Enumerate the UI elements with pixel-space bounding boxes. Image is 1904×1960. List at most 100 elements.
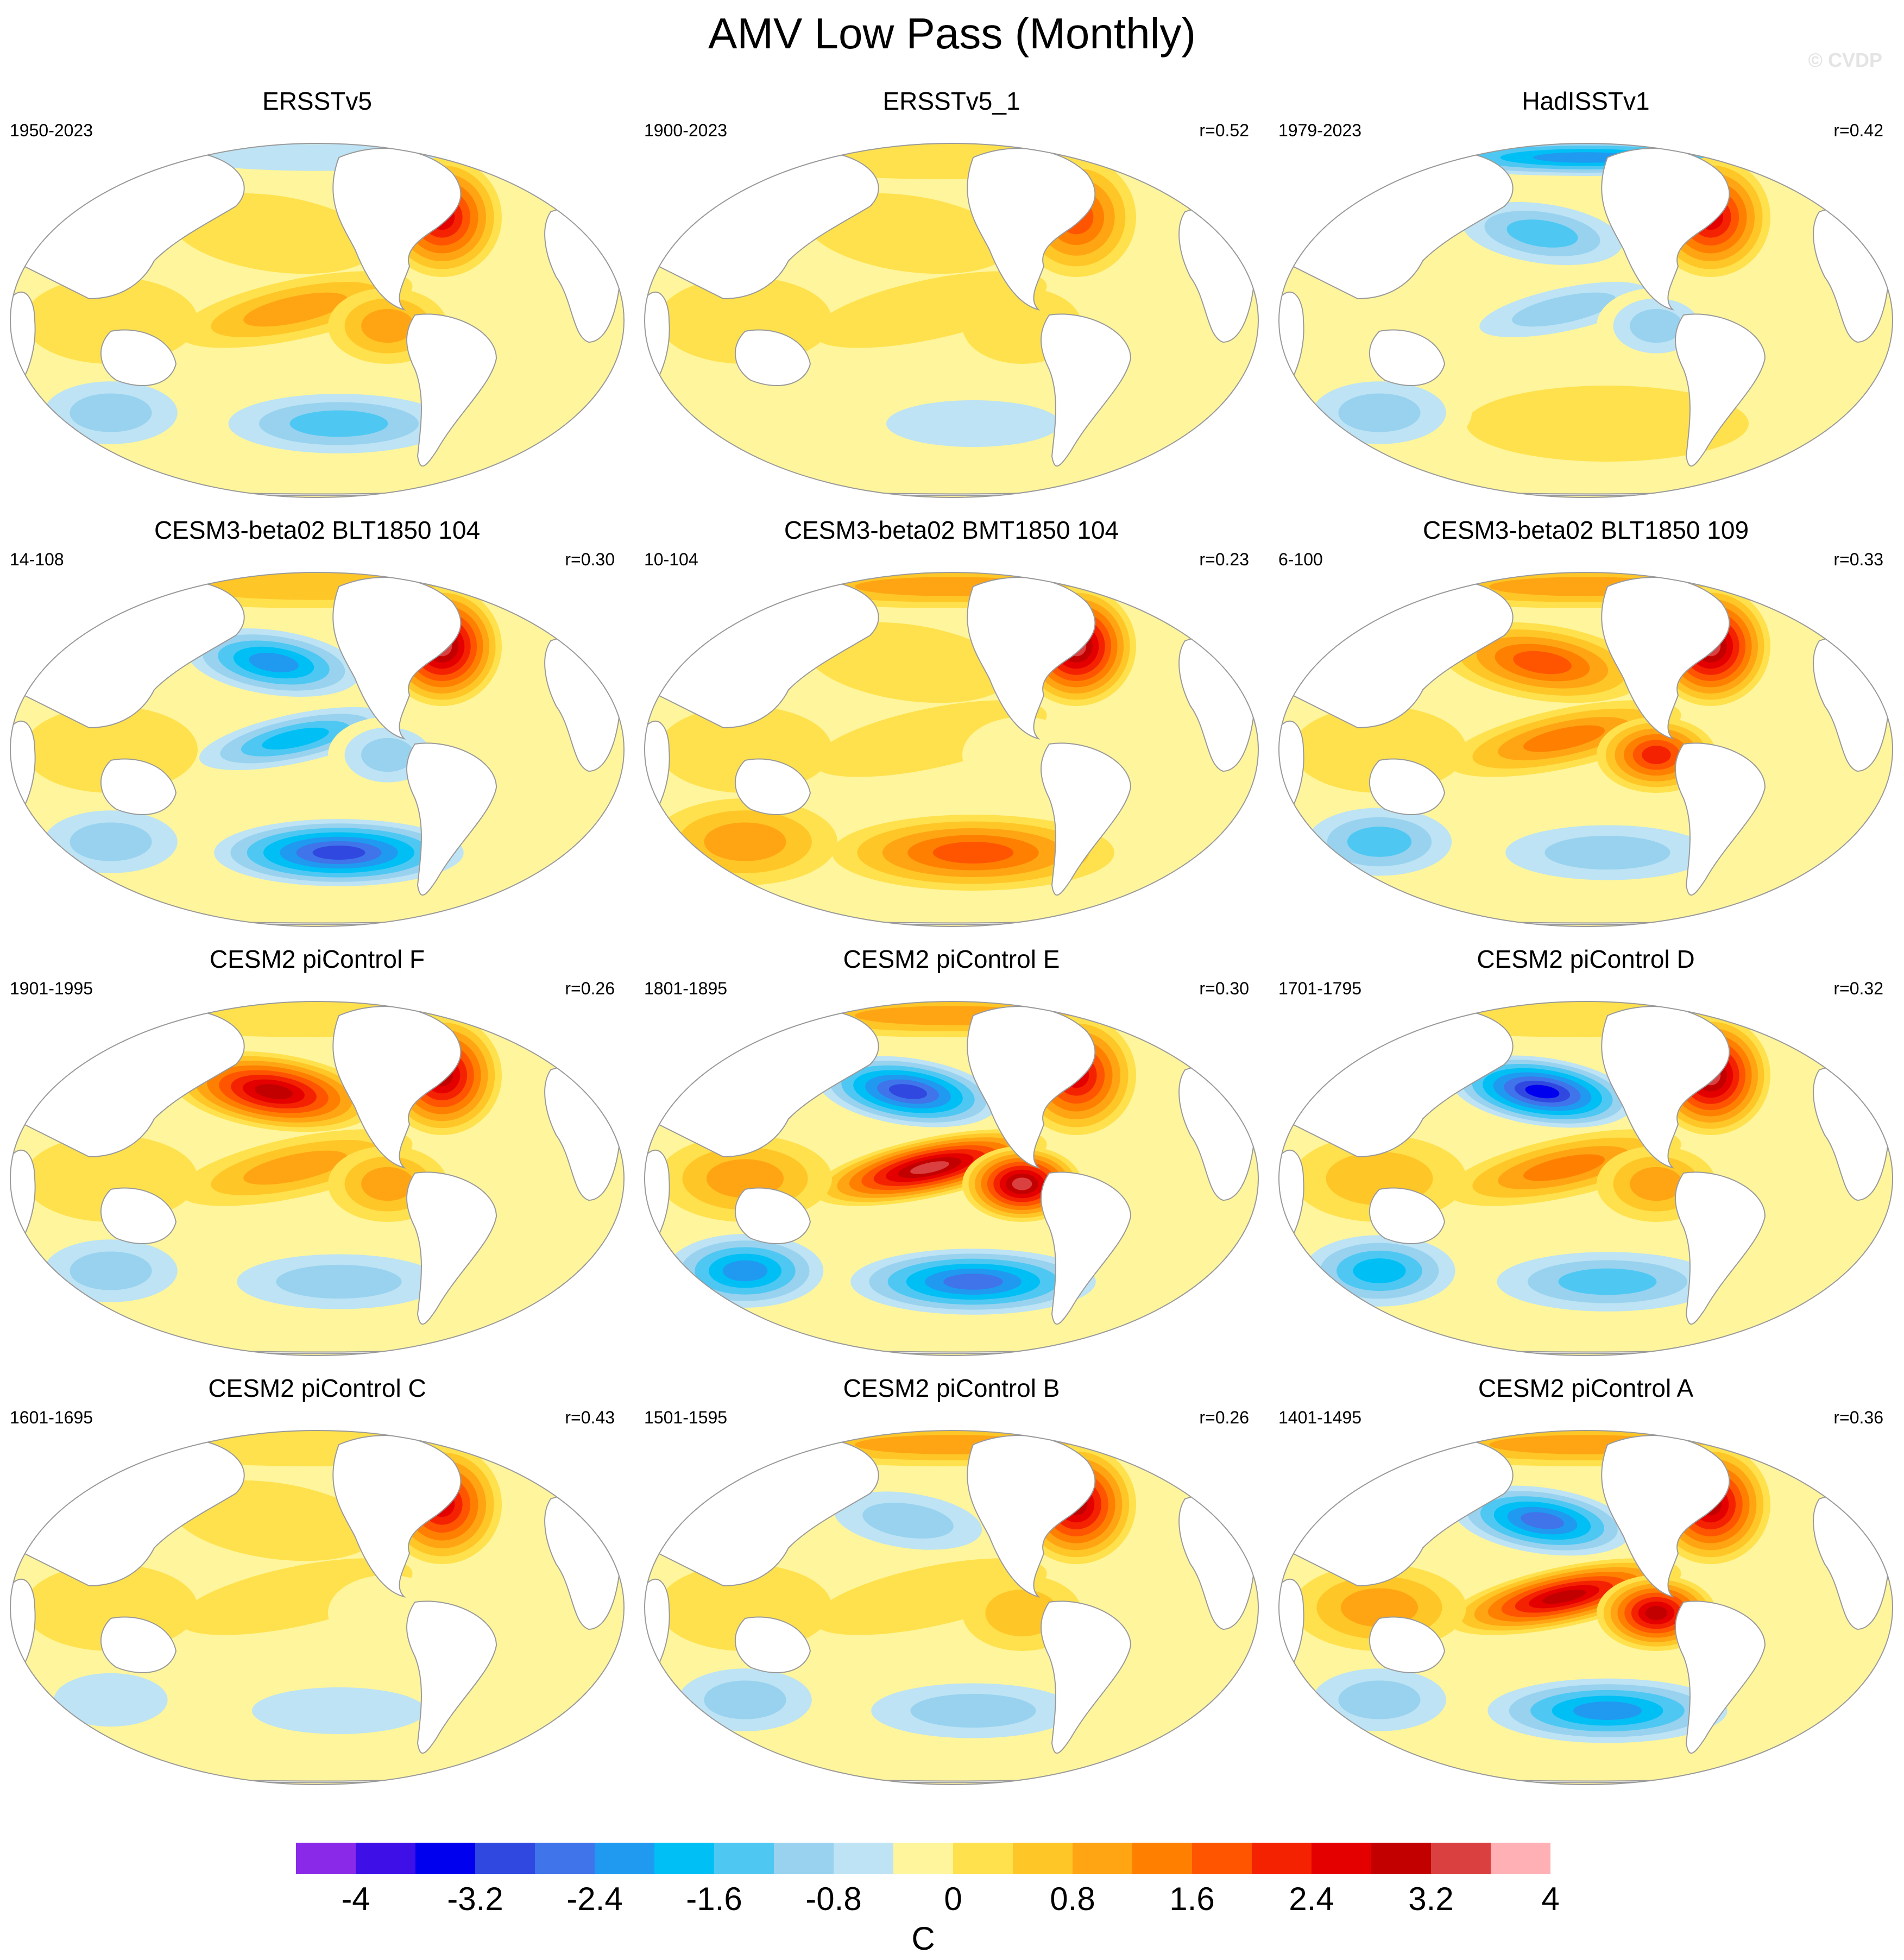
map-border — [644, 1430, 1259, 1785]
sst-anomaly-map — [644, 1430, 1259, 1785]
sst-anomaly-map — [10, 1001, 625, 1356]
colorbar-tick-label: -1.6 — [686, 1881, 742, 1917]
land-mask — [1675, 742, 1766, 896]
land-mask — [1041, 313, 1132, 467]
panel-correlation: r=0.33 — [1833, 550, 1883, 569]
anomaly-contour-tpac — [1523, 1154, 1605, 1181]
map-border — [1278, 1001, 1893, 1356]
anomaly-contour-sio — [722, 1260, 768, 1282]
panel-title: CESM2 piControl C — [208, 1374, 426, 1402]
panel-correlation: r=0.43 — [565, 1408, 615, 1427]
panel-period: 10-104 — [644, 550, 698, 569]
figure-title: AMV Low Pass (Monthly) — [708, 9, 1196, 58]
panel-period: 1900-2023 — [644, 121, 728, 140]
anomaly-contour-npac — [249, 653, 299, 672]
colorbar-swatch — [1132, 1843, 1192, 1874]
land-mask — [1675, 1171, 1766, 1325]
map-panel: CESM2 piControl A 1401-1495 r=0.36 — [1269, 1374, 1903, 1803]
land-mask — [100, 329, 177, 386]
map-panel: ERSSTv5_1 1900-2023 r=0.52 — [634, 87, 1269, 516]
colorbar-swatch — [654, 1843, 714, 1874]
sst-anomaly-map — [644, 572, 1259, 927]
anomaly-contour-epac — [1012, 1177, 1032, 1190]
panel-correlation: r=0.36 — [1833, 1408, 1883, 1427]
land-mask — [1601, 1006, 1730, 1169]
land-mask — [1041, 1171, 1132, 1325]
sst-anomaly-map — [644, 1001, 1259, 1356]
land-mask — [1369, 1187, 1446, 1244]
land-mask — [332, 1435, 462, 1598]
panel-period: 1801-1895 — [644, 979, 728, 998]
land-mask — [967, 1435, 1096, 1598]
map-panel: ERSSTv5 1950-2023 — [0, 87, 634, 516]
map-panel: CESM3-beta02 BLT1850 109 6-100 r=0.33 — [1269, 516, 1903, 945]
anomaly-contour-npac — [1506, 219, 1578, 248]
map-border — [644, 1001, 1259, 1356]
panel-title: CESM2 piControl A — [1478, 1374, 1694, 1402]
map-border — [10, 572, 625, 927]
map-border — [644, 572, 1259, 927]
panel-period: 1601-1695 — [10, 1408, 93, 1427]
colorbar-tick-label: -3.2 — [447, 1881, 503, 1917]
anomaly-contour-npac — [862, 1503, 954, 1539]
anomaly-contour-tpac — [262, 727, 329, 750]
colorbar-swatch — [1192, 1843, 1252, 1874]
map-panel: CESM2 piControl E 1801-1895 r=0.30 — [634, 945, 1269, 1374]
land-mask — [967, 148, 1096, 311]
anomaly-contour-so — [312, 845, 365, 860]
colorbar-swatch — [1013, 1843, 1073, 1874]
panel-correlation: r=0.52 — [1199, 121, 1249, 140]
sst-anomaly-map — [1278, 1430, 1893, 1785]
anomaly-contour-sio — [70, 822, 152, 861]
panel-title: CESM3-beta02 BLT1850 109 — [1422, 516, 1749, 544]
map-panel: CESM2 piControl B 1501-1595 r=0.26 — [634, 1374, 1269, 1803]
land-mask — [1041, 742, 1132, 896]
colorbar-swatch — [1371, 1843, 1431, 1874]
sst-anomaly-map — [1278, 572, 1893, 927]
anomaly-contour-epac — [1645, 1605, 1668, 1621]
anomaly-contour-tpac — [812, 1558, 1047, 1635]
colorbar-tick-label: -0.8 — [805, 1881, 861, 1917]
map-border — [644, 143, 1259, 498]
map-panel: CESM3-beta02 BMT1850 104 10-104 r=0.23 — [634, 516, 1269, 945]
anomaly-contour-sio — [70, 1251, 152, 1290]
colorbar-swatch — [1491, 1843, 1550, 1874]
anomaly-contour-tpac — [178, 1558, 413, 1635]
anomaly-contour-epac — [985, 1589, 1059, 1637]
land-mask — [967, 1006, 1096, 1169]
anomaly-contour-epac — [1630, 1167, 1683, 1201]
anomaly-contour-epac — [361, 308, 414, 343]
anomaly-contour-tpac — [243, 292, 348, 327]
colorbar-tick-label: 0.8 — [1050, 1881, 1095, 1917]
map-panel: CESM2 piControl F 1901-1995 r=0.26 — [0, 945, 634, 1374]
panel-title: ERSSTv5 — [262, 87, 372, 115]
anomaly-contour-epac — [361, 1167, 414, 1201]
land-mask — [1369, 1616, 1446, 1673]
cvdp-watermark: © CVDP — [1808, 49, 1882, 71]
map-panel: CESM2 piControl C 1601-1695 r=0.43 — [0, 1374, 634, 1803]
map-border — [10, 1001, 625, 1356]
anomaly-contour-tpac — [243, 1150, 348, 1185]
anomaly-contour-sio — [1338, 1680, 1421, 1719]
colorbar-swatch — [774, 1843, 834, 1874]
land-mask — [406, 742, 497, 896]
land-mask — [735, 758, 811, 815]
panel-period: 6-100 — [1278, 550, 1323, 569]
land-mask — [967, 577, 1096, 740]
colorbar-swatch — [1252, 1843, 1312, 1874]
anomaly-contour-sio — [1353, 1258, 1406, 1283]
sst-anomaly-map — [644, 143, 1259, 498]
anomaly-contour-so — [886, 400, 1060, 448]
panel-correlation: r=0.42 — [1833, 121, 1883, 140]
sst-anomaly-map — [10, 572, 625, 927]
sst-anomaly-map — [10, 143, 625, 498]
panel-correlation: r=0.30 — [565, 550, 615, 569]
land-mask — [406, 313, 497, 467]
anomaly-contour-so — [276, 1264, 402, 1299]
panel-period: 1950-2023 — [10, 121, 93, 140]
map-panel: CESM2 piControl D 1701-1795 r=0.32 — [1269, 945, 1903, 1374]
panel-title: CESM2 piControl F — [209, 945, 425, 973]
land-mask — [735, 1616, 811, 1673]
land-mask — [735, 1187, 811, 1244]
